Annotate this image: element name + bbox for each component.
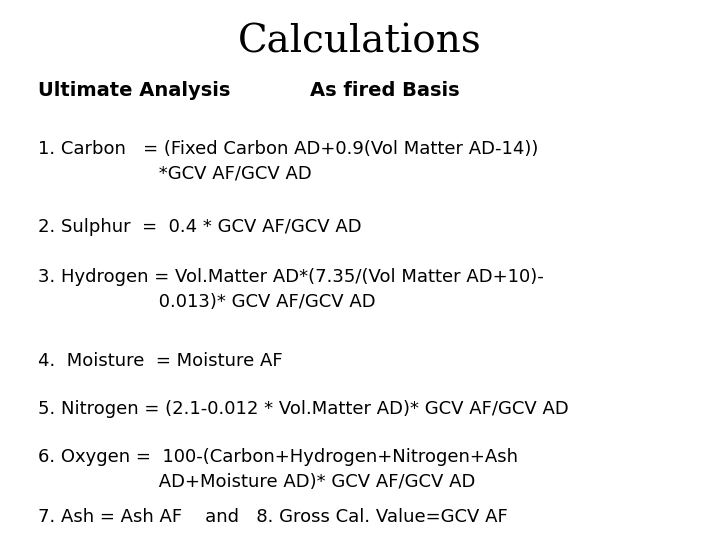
Text: 3. Hydrogen = Vol.Matter AD*(7.35/(Vol Matter AD+10)-
                     0.013: 3. Hydrogen = Vol.Matter AD*(7.35/(Vol M… [38, 268, 544, 311]
Text: As fired Basis: As fired Basis [310, 80, 459, 99]
Text: 2. Sulphur  =  0.4 * GCV AF/GCV AD: 2. Sulphur = 0.4 * GCV AF/GCV AD [38, 218, 361, 236]
Text: 5. Nitrogen = (2.1-0.012 * Vol.Matter AD)* GCV AF/GCV AD: 5. Nitrogen = (2.1-0.012 * Vol.Matter AD… [38, 400, 569, 418]
Text: 1. Carbon   = (Fixed Carbon AD+0.9(Vol Matter AD-14))
                     *GCV : 1. Carbon = (Fixed Carbon AD+0.9(Vol Mat… [38, 140, 539, 183]
Text: 7. Ash = Ash AF    and   8. Gross Cal. Value=GCV AF: 7. Ash = Ash AF and 8. Gross Cal. Value=… [38, 508, 508, 526]
Text: 6. Oxygen =  100-(Carbon+Hydrogen+Nitrogen+Ash
                     AD+Moisture : 6. Oxygen = 100-(Carbon+Hydrogen+Nitroge… [38, 448, 518, 491]
Text: 4.  Moisture  = Moisture AF: 4. Moisture = Moisture AF [38, 352, 283, 370]
Text: Calculations: Calculations [238, 24, 482, 60]
Text: Ultimate Analysis: Ultimate Analysis [38, 80, 230, 99]
